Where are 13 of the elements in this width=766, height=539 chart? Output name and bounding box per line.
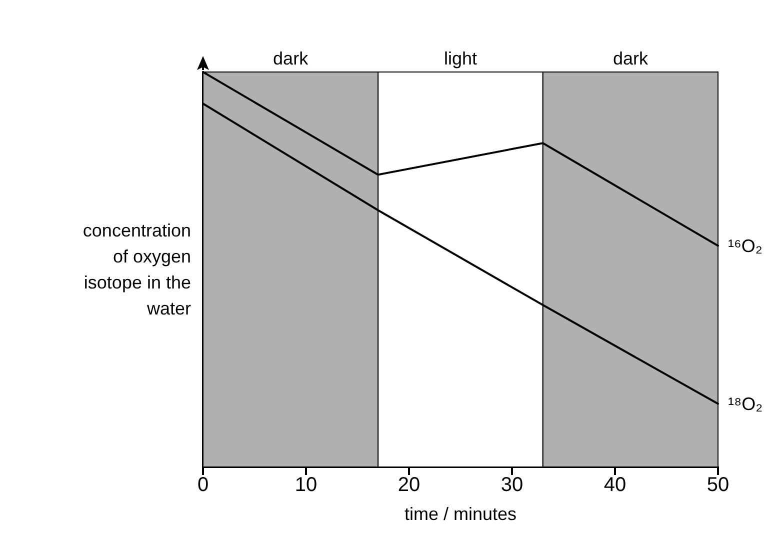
band-label: dark bbox=[612, 48, 649, 68]
series-label: ¹⁶O₂ bbox=[728, 236, 762, 256]
y-axis-title: concentration of oxygen isotope in the water bbox=[82, 220, 192, 318]
x-tick-label: 0 bbox=[197, 474, 209, 496]
x-tick-label: 50 bbox=[706, 474, 730, 496]
x-tick-label: 20 bbox=[398, 474, 420, 496]
x-axis-title: time / minutes bbox=[404, 504, 517, 524]
band-label: light bbox=[444, 48, 478, 68]
x-tick-label: 40 bbox=[604, 474, 626, 496]
x-tick-label: 10 bbox=[294, 474, 318, 496]
series-label: ¹⁸O₂ bbox=[728, 394, 763, 414]
x-tick-label: 30 bbox=[500, 474, 524, 496]
band-label: dark bbox=[273, 48, 310, 68]
